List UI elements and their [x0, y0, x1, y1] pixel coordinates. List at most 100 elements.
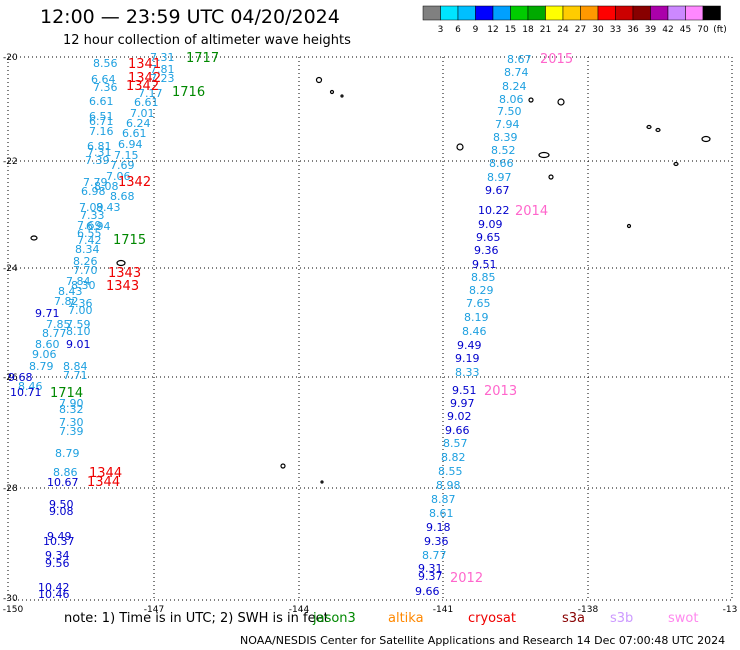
- wave-height-value: 9.37: [418, 570, 443, 583]
- longitude-label: -141: [433, 605, 453, 615]
- wave-height-value: 8.43: [58, 285, 83, 298]
- island-outline: [701, 135, 711, 143]
- longitude-label: -138: [578, 605, 599, 615]
- latitude-label: -20: [3, 53, 18, 63]
- wave-height-value: 8.39: [493, 131, 518, 144]
- wave-height-value: 7.23: [150, 72, 175, 85]
- wave-height-value: 8.34: [75, 243, 100, 256]
- wave-height-value: 8.97: [487, 171, 512, 184]
- wave-height-value: 6.94: [86, 220, 111, 233]
- wave-height-value: 8.68: [110, 190, 135, 203]
- island-outline: [30, 235, 38, 241]
- wave-height-value: 7.17: [138, 87, 163, 100]
- wave-height-value: 9.66: [415, 585, 440, 598]
- island-outline: [456, 143, 464, 151]
- wave-height-value: 7.33: [80, 209, 105, 222]
- longitude-label: -144: [289, 605, 310, 615]
- colorbar-tick-label: 21: [540, 25, 551, 35]
- colorbar-tick-label: 3: [438, 25, 444, 35]
- wave-height-value: 8.60: [35, 338, 60, 351]
- wave-height-value: 8.79: [29, 360, 54, 373]
- wave-height-value: 8.67: [507, 53, 532, 66]
- island-outline: [280, 463, 286, 469]
- longitude-label: -147: [144, 605, 164, 615]
- wave-height-value: 9.51: [452, 384, 477, 397]
- wave-height-value: 9.65: [476, 231, 501, 244]
- wave-height-value: 9.09: [478, 218, 503, 231]
- colorbar-tick-label: 9: [473, 25, 479, 35]
- pass-time-label: 1341: [128, 57, 161, 72]
- wave-height-value: 8.82: [441, 451, 466, 464]
- island-outline: [655, 127, 661, 133]
- wave-height-value: 9.31: [418, 562, 443, 575]
- pass-time-label: 1714: [50, 386, 83, 401]
- wave-height-value: 6.71: [89, 115, 114, 128]
- pass-time-label: 1343: [108, 266, 141, 281]
- colorbar-tick-label: 27: [575, 25, 586, 35]
- wave-height-value: 8.98: [436, 479, 461, 492]
- wave-height-value: 8.32: [59, 403, 84, 416]
- pass-time-label: 2013: [484, 384, 517, 399]
- colorbar-unit: (ft): [713, 25, 727, 35]
- island-outline: [528, 97, 534, 103]
- wave-height-value: 7.31: [150, 51, 175, 64]
- latitude-label: -30: [3, 594, 18, 604]
- latitude-label: -26: [3, 373, 18, 383]
- colorbar-tick-label: 30: [592, 25, 604, 35]
- colorbar-tick-label: 6: [455, 25, 461, 35]
- wave-height-value: 8.84: [63, 360, 88, 373]
- island-outline: [557, 98, 565, 106]
- wave-height-value: 8.77: [422, 549, 447, 562]
- pass-time-label: 1342: [118, 175, 151, 190]
- wave-height-value: 10.46: [38, 588, 70, 601]
- island-outline: [320, 480, 324, 484]
- wave-height-value: 7.90: [59, 397, 84, 410]
- map-subtitle: 12 hour collection of altimeter wave hei…: [63, 33, 351, 48]
- wave-height-value: 10.37: [43, 535, 75, 548]
- wave-height-value: 9.36: [424, 535, 449, 548]
- satellite-legend-s3a: s3a: [562, 611, 586, 626]
- wave-height-value: 9.18: [426, 521, 451, 534]
- wave-height-value: 7.39: [59, 425, 84, 438]
- wave-height-value: 7.85: [46, 318, 71, 331]
- colorbar-tick-label: 45: [680, 25, 691, 35]
- satellite-legend-swot: swot: [668, 611, 699, 626]
- wave-height-value: 8.79: [55, 447, 80, 460]
- wave-height-value: 7.30: [59, 416, 84, 429]
- wave-height-value: 8.46: [18, 380, 43, 393]
- satellite-legend-cryosat: cryosat: [468, 611, 516, 626]
- colorbar-tick-label: 33: [610, 25, 621, 35]
- wave-height-value: 7.16: [89, 125, 114, 138]
- wave-height-value: 7.84: [66, 275, 91, 288]
- colorbar-tick-label: 70: [697, 25, 709, 35]
- colorbar-tick-label: 18: [522, 25, 534, 35]
- colorbar-tick-label: 42: [662, 25, 673, 35]
- wave-height-value: 8.86: [53, 466, 78, 479]
- wave-height-value: 7.79: [83, 176, 108, 189]
- pass-time-label: 1342: [126, 79, 159, 94]
- wave-height-value: 7.82: [54, 295, 79, 308]
- wave-height-value: 9.49: [47, 530, 72, 543]
- longitude-label: -150: [3, 605, 24, 615]
- wave-height-value: 8.61: [429, 507, 454, 520]
- wave-height-value: 7.39: [85, 154, 110, 167]
- credit-line: NOAA/NESDIS Center for Satellite Applica…: [240, 634, 726, 647]
- pass-time-label: 2015: [540, 52, 573, 67]
- wave-height-value: 10.71: [10, 386, 42, 399]
- island-outline: [626, 223, 632, 229]
- map-frame: [7, 56, 733, 601]
- wave-height-value: 7.31: [87, 146, 112, 159]
- wave-height-value: 9.50: [49, 498, 74, 511]
- wave-height-value: 9.97: [450, 397, 475, 410]
- wave-height-value: 6.51: [89, 110, 114, 123]
- wave-height-value: 10.67: [47, 476, 79, 489]
- pass-time-label: 1343: [106, 279, 139, 294]
- wave-height-value: 7.01: [130, 107, 155, 120]
- island-outline: [340, 94, 344, 98]
- wave-height-value: 8.74: [504, 66, 529, 79]
- wave-height-value: 9.68: [8, 371, 33, 384]
- colorbar-swatch: [702, 5, 721, 21]
- colorbar-tick-label: 15: [505, 25, 516, 35]
- wave-height-value: 8.52: [491, 144, 516, 157]
